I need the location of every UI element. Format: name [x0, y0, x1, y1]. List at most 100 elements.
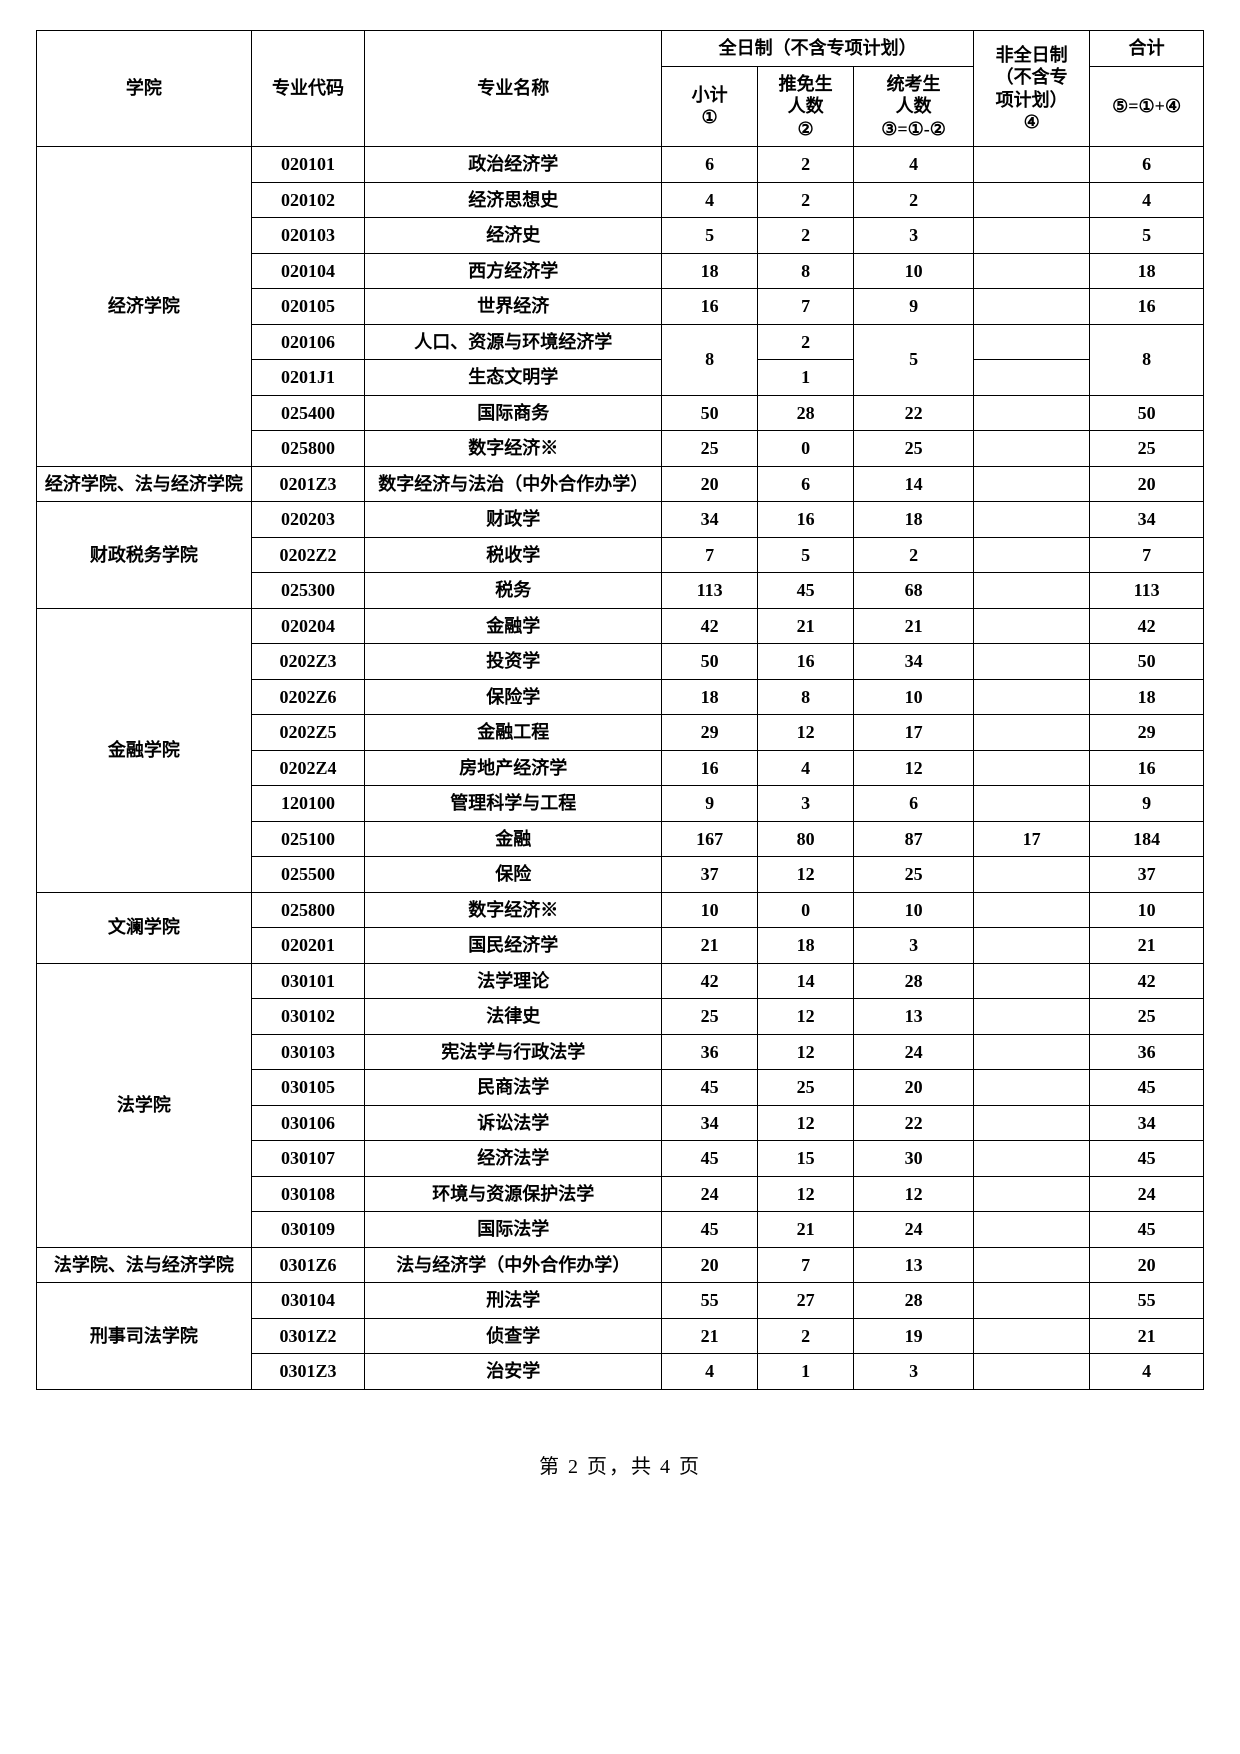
- cell-major: 金融学: [365, 608, 662, 644]
- cell-exam: 2: [854, 537, 974, 573]
- cell-school: 文澜学院: [37, 892, 252, 963]
- cell-total: 34: [1090, 502, 1204, 538]
- cell-parttime: [974, 537, 1090, 573]
- cell-subtotal: 50: [662, 395, 758, 431]
- table-row: 法学院、法与经济学院0301Z6法与经济学（中外合作办学）2071320: [37, 1247, 1204, 1283]
- cell-code: 025500: [251, 857, 365, 893]
- cell-parttime: [974, 395, 1090, 431]
- cell-major: 数字经济※: [365, 892, 662, 928]
- cell-rec: 16: [758, 502, 854, 538]
- cell-total: 42: [1090, 963, 1204, 999]
- page-footer: 第 2 页，共 4 页: [36, 1450, 1204, 1479]
- cell-rec: 80: [758, 821, 854, 857]
- cell-total: 45: [1090, 1212, 1204, 1248]
- cell-parttime: [974, 502, 1090, 538]
- cell-rec: 1: [758, 360, 854, 396]
- cell-code: 025400: [251, 395, 365, 431]
- cell-major: 房地产经济学: [365, 750, 662, 786]
- cell-rec: 1: [758, 1354, 854, 1390]
- cell-total: 20: [1090, 1247, 1204, 1283]
- table-row: 文澜学院025800数字经济※1001010: [37, 892, 1204, 928]
- th-school: 学院: [37, 31, 252, 147]
- cell-code: 0301Z3: [251, 1354, 365, 1390]
- cell-total: 7: [1090, 537, 1204, 573]
- cell-total: 4: [1090, 1354, 1204, 1390]
- cell-rec: 28: [758, 395, 854, 431]
- cell-parttime: [974, 892, 1090, 928]
- cell-parttime: [974, 1070, 1090, 1106]
- table-header: 学院 专业代码 专业名称 全日制（不含专项计划） 非全日制（不含专项计划）④ 合…: [37, 31, 1204, 147]
- cell-rec: 18: [758, 928, 854, 964]
- cell-exam: 12: [854, 1176, 974, 1212]
- cell-parttime: [974, 218, 1090, 254]
- table-row: 法学院030101法学理论42142842: [37, 963, 1204, 999]
- cell-code: 020105: [251, 289, 365, 325]
- cell-school: 法学院、法与经济学院: [37, 1247, 252, 1283]
- cell-exam: 30: [854, 1141, 974, 1177]
- cell-rec: 27: [758, 1283, 854, 1319]
- cell-exam: 3: [854, 1354, 974, 1390]
- cell-total: 21: [1090, 928, 1204, 964]
- cell-school: 法学院: [37, 963, 252, 1247]
- cell-code: 030106: [251, 1105, 365, 1141]
- cell-parttime: [974, 1318, 1090, 1354]
- cell-code: 025100: [251, 821, 365, 857]
- cell-total: 113: [1090, 573, 1204, 609]
- cell-rec: 12: [758, 857, 854, 893]
- cell-major: 人口、资源与环境经济学: [365, 324, 662, 360]
- cell-major: 国际法学: [365, 1212, 662, 1248]
- cell-code: 020201: [251, 928, 365, 964]
- cell-subtotal: 36: [662, 1034, 758, 1070]
- cell-school: 刑事司法学院: [37, 1283, 252, 1390]
- cell-major: 金融: [365, 821, 662, 857]
- cell-total: 34: [1090, 1105, 1204, 1141]
- cell-major: 数字经济※: [365, 431, 662, 467]
- cell-rec: 7: [758, 1247, 854, 1283]
- cell-total: 29: [1090, 715, 1204, 751]
- cell-total: 50: [1090, 644, 1204, 680]
- cell-total: 16: [1090, 289, 1204, 325]
- cell-rec: 8: [758, 253, 854, 289]
- cell-parttime: [974, 324, 1090, 360]
- cell-parttime: [974, 857, 1090, 893]
- cell-major: 侦查学: [365, 1318, 662, 1354]
- cell-school: 经济学院: [37, 147, 252, 467]
- cell-major: 法学理论: [365, 963, 662, 999]
- cell-exam: 10: [854, 892, 974, 928]
- cell-subtotal: 167: [662, 821, 758, 857]
- cell-code: 030108: [251, 1176, 365, 1212]
- table-row: 财政税务学院020203财政学34161834: [37, 502, 1204, 538]
- cell-exam: 19: [854, 1318, 974, 1354]
- cell-rec: 21: [758, 1212, 854, 1248]
- cell-major: 金融工程: [365, 715, 662, 751]
- cell-code: 0201J1: [251, 360, 365, 396]
- cell-code: 0202Z4: [251, 750, 365, 786]
- cell-major: 财政学: [365, 502, 662, 538]
- cell-rec: 21: [758, 608, 854, 644]
- cell-subtotal: 4: [662, 1354, 758, 1390]
- cell-subtotal: 113: [662, 573, 758, 609]
- cell-major: 经济法学: [365, 1141, 662, 1177]
- cell-code: 0201Z3: [251, 466, 365, 502]
- cell-subtotal: 20: [662, 1247, 758, 1283]
- cell-total: 16: [1090, 750, 1204, 786]
- cell-parttime: [974, 466, 1090, 502]
- cell-rec: 12: [758, 1105, 854, 1141]
- cell-exam: 21: [854, 608, 974, 644]
- cell-rec: 12: [758, 1176, 854, 1212]
- cell-total: 24: [1090, 1176, 1204, 1212]
- cell-rec: 45: [758, 573, 854, 609]
- cell-total: 36: [1090, 1034, 1204, 1070]
- cell-code: 0202Z6: [251, 679, 365, 715]
- cell-subtotal: 9: [662, 786, 758, 822]
- cell-code: 030102: [251, 999, 365, 1035]
- th-exam: 统考生人数③=①-②: [854, 66, 974, 147]
- cell-subtotal: 34: [662, 1105, 758, 1141]
- cell-total: 37: [1090, 857, 1204, 893]
- cell-rec: 16: [758, 644, 854, 680]
- table-row: 金融学院020204金融学42212142: [37, 608, 1204, 644]
- cell-exam: 28: [854, 963, 974, 999]
- cell-rec: 2: [758, 1318, 854, 1354]
- cell-exam: 17: [854, 715, 974, 751]
- cell-subtotal: 8: [662, 324, 758, 395]
